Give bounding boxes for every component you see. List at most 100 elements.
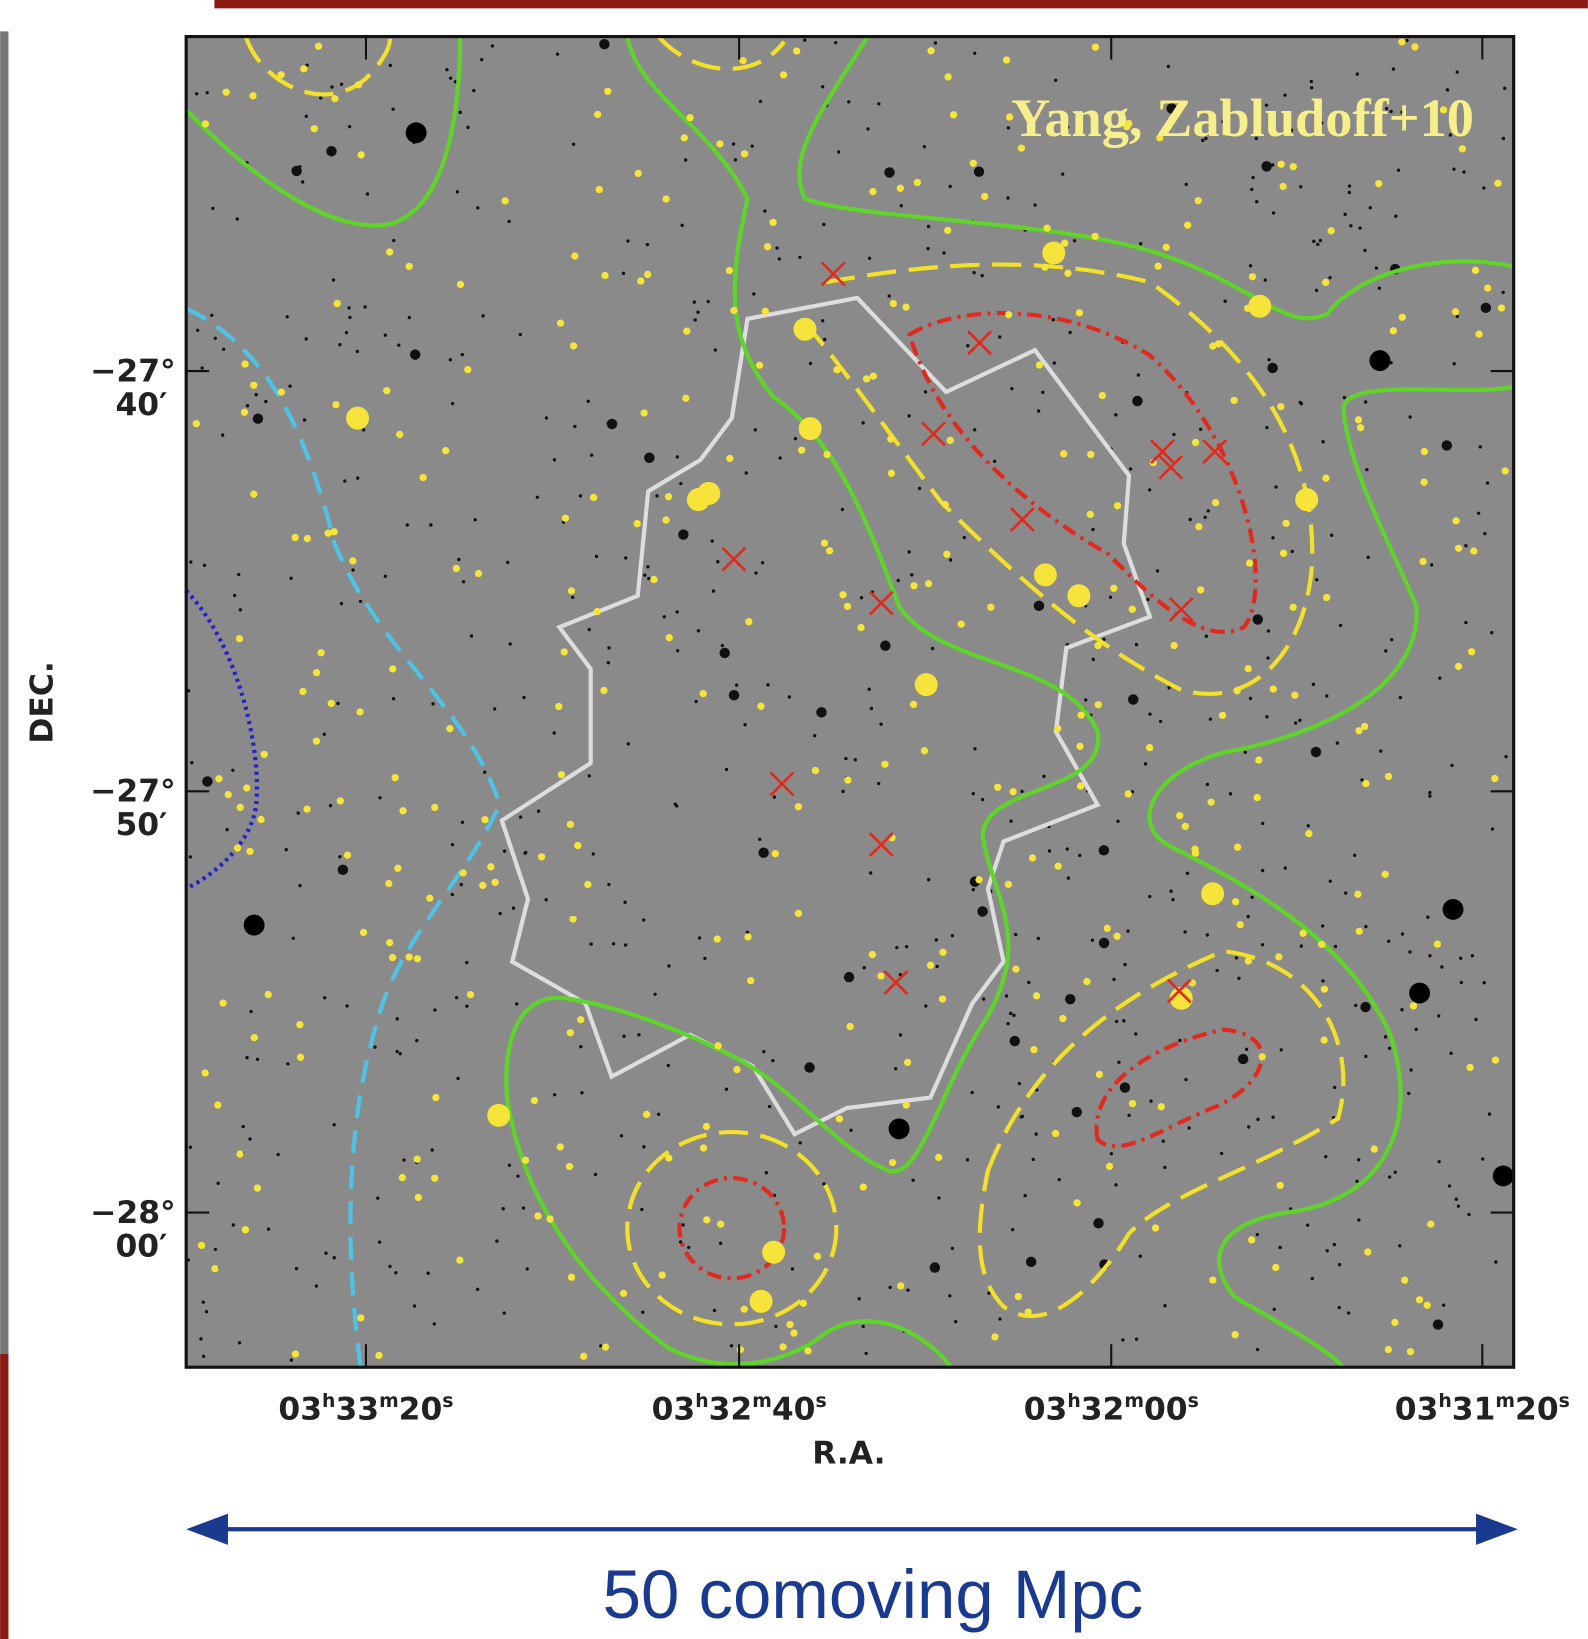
galaxy	[257, 816, 264, 823]
galaxy	[1114, 502, 1121, 509]
galaxy	[414, 955, 421, 962]
star	[899, 1033, 902, 1036]
star	[1440, 965, 1443, 968]
star	[592, 852, 595, 855]
galaxy	[297, 1054, 304, 1061]
star	[1115, 1020, 1118, 1023]
galaxy	[250, 382, 257, 389]
galaxy	[538, 853, 545, 860]
star	[248, 1137, 251, 1140]
star	[841, 508, 844, 511]
galaxy	[431, 804, 438, 811]
star	[734, 158, 737, 161]
star	[1284, 866, 1287, 869]
star	[861, 421, 864, 424]
star	[1261, 869, 1264, 872]
y-tick-minutes: 00′	[115, 1228, 167, 1264]
x-tick-unit: h	[695, 1391, 708, 1412]
star	[491, 44, 494, 47]
galaxy	[863, 375, 870, 382]
star	[347, 306, 350, 309]
star	[396, 1017, 399, 1020]
star	[502, 1207, 505, 1210]
star	[1311, 1277, 1314, 1280]
star	[1073, 239, 1076, 242]
star	[1135, 643, 1138, 646]
galaxy	[659, 1271, 666, 1278]
star	[1110, 1152, 1113, 1155]
bright-galaxy	[1034, 563, 1057, 586]
star	[924, 390, 927, 393]
galaxy	[994, 784, 1001, 791]
bright-galaxy	[487, 1104, 510, 1127]
star	[1185, 183, 1188, 186]
star	[1167, 65, 1170, 68]
star	[963, 536, 966, 539]
bright-galaxy	[697, 482, 720, 505]
galaxy	[1272, 1264, 1279, 1271]
star	[655, 494, 658, 497]
x-tick-unit: s	[442, 1391, 453, 1412]
galaxy	[947, 437, 954, 444]
galaxy	[522, 1157, 529, 1164]
star	[214, 1248, 217, 1251]
galaxy	[431, 1175, 438, 1182]
star	[1091, 939, 1094, 942]
galaxy	[772, 850, 779, 857]
star	[844, 972, 854, 982]
star	[821, 319, 824, 322]
galaxy	[1009, 788, 1016, 795]
star	[763, 209, 766, 212]
star	[954, 1320, 957, 1323]
star	[579, 1045, 582, 1048]
star	[216, 1182, 219, 1185]
bright-star	[1409, 983, 1430, 1004]
star	[1114, 1183, 1117, 1186]
star	[1009, 1012, 1012, 1015]
star	[754, 428, 757, 431]
star	[684, 158, 687, 161]
star	[351, 568, 354, 571]
galaxy	[714, 1042, 721, 1049]
star	[1316, 243, 1319, 246]
star	[461, 353, 464, 356]
star	[545, 416, 548, 419]
galaxy	[442, 447, 449, 454]
star	[397, 343, 400, 346]
star	[433, 1008, 436, 1011]
star	[721, 644, 724, 647]
star	[725, 768, 728, 771]
star	[1486, 305, 1489, 308]
galaxy	[666, 634, 673, 641]
star	[643, 573, 646, 576]
galaxy	[1052, 1130, 1059, 1137]
star	[391, 107, 394, 110]
star	[378, 796, 381, 799]
star	[642, 1145, 645, 1148]
star	[1220, 1152, 1223, 1155]
star	[907, 414, 910, 417]
galaxy	[566, 1163, 573, 1170]
star	[758, 838, 761, 841]
star	[1171, 898, 1174, 901]
star	[1084, 698, 1087, 701]
star	[761, 561, 764, 564]
star	[1007, 126, 1010, 129]
star	[1455, 1198, 1458, 1201]
star	[526, 1267, 529, 1270]
galaxy	[375, 1352, 382, 1359]
star	[396, 1050, 399, 1053]
star	[1343, 213, 1346, 216]
galaxy	[846, 1023, 853, 1030]
star	[622, 272, 625, 275]
star	[1274, 485, 1277, 488]
galaxy	[1321, 1036, 1328, 1043]
star	[1099, 845, 1109, 855]
star	[1129, 467, 1132, 470]
star	[676, 649, 679, 652]
star	[1037, 937, 1040, 940]
star	[1398, 1244, 1401, 1247]
star	[1072, 1107, 1082, 1117]
star	[1117, 1061, 1120, 1064]
star	[1339, 624, 1342, 627]
